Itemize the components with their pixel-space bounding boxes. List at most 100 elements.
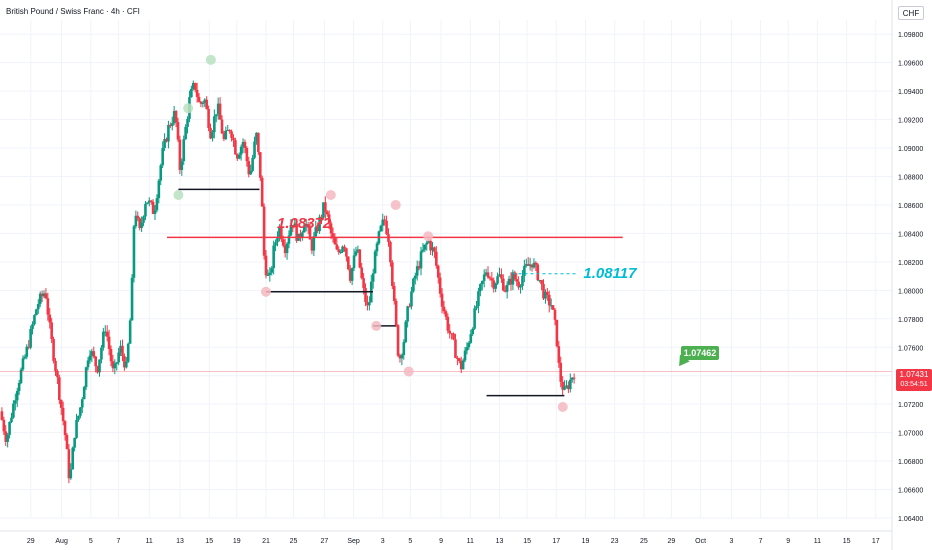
candle-body: [0, 411, 4, 420]
candle-body: [54, 360, 57, 372]
candle-body: [368, 302, 371, 306]
candle-body: [12, 403, 15, 418]
candle-body: [77, 415, 80, 420]
swing-point-marker: [390, 199, 401, 210]
candle-body: [559, 362, 563, 382]
candle-body: [341, 246, 344, 253]
y-tick-label: 1.09200: [898, 118, 923, 125]
candle-body: [8, 421, 11, 435]
candle-body: [237, 154, 241, 159]
x-tick-label: 25: [290, 538, 298, 545]
candle-body: [276, 236, 279, 243]
candle-body: [147, 200, 151, 203]
candle-body: [226, 130, 230, 132]
candle-body: [50, 322, 53, 340]
candle-body: [67, 449, 71, 479]
candle-body: [463, 350, 467, 361]
candle-body: [287, 235, 291, 244]
candle-body: [471, 328, 474, 335]
candle-body: [544, 291, 547, 299]
candle-body: [172, 110, 176, 124]
candle-body: [482, 274, 486, 281]
candle-body: [291, 225, 295, 227]
candle-body: [337, 249, 341, 253]
candle-body: [197, 96, 201, 102]
candle-body: [40, 293, 44, 297]
candle-body: [381, 219, 385, 226]
candle-body: [211, 132, 214, 139]
candle-body: [190, 88, 193, 98]
candle-body: [128, 320, 132, 344]
candle-body: [207, 109, 210, 128]
candle-body: [348, 269, 352, 281]
candle-body: [146, 202, 149, 204]
candle-body: [218, 103, 222, 120]
candle-body: [33, 315, 36, 325]
candle-body: [119, 345, 122, 353]
candle-body: [65, 435, 69, 450]
candle-body: [360, 267, 363, 279]
candle-body: [427, 240, 430, 243]
candle-body: [502, 278, 505, 291]
candle-body: [249, 170, 253, 175]
swing-point-marker: [183, 103, 194, 114]
candle-body: [513, 272, 517, 280]
candle-body: [373, 251, 377, 274]
candle-body: [230, 131, 233, 138]
candle-body: [435, 251, 438, 266]
x-tick-label: 17: [552, 538, 560, 545]
candle-body: [425, 242, 429, 245]
candle-body: [149, 200, 153, 202]
candle-body: [524, 264, 528, 266]
candle-body: [63, 421, 67, 436]
candle-body: [423, 244, 427, 250]
candle-body: [274, 242, 277, 246]
candle-body: [186, 118, 189, 127]
candle-body: [523, 265, 526, 276]
candle-body: [295, 223, 298, 241]
candle-body: [289, 225, 293, 236]
candle-body: [530, 264, 534, 268]
candle-body: [339, 252, 342, 254]
candle-body: [572, 377, 576, 379]
candle-body: [115, 362, 119, 364]
y-tick-label: 1.09000: [898, 146, 923, 153]
candle-body: [347, 256, 350, 270]
candle-body: [280, 226, 283, 240]
candle-body: [195, 89, 199, 97]
x-tick-label: Sep: [347, 538, 360, 545]
candle-body: [304, 224, 308, 227]
candle-body: [310, 239, 314, 251]
candle-body: [86, 360, 90, 368]
candle-body: [272, 245, 275, 269]
candle-body: [113, 363, 117, 369]
candle-body: [165, 138, 168, 142]
candle-body: [563, 387, 566, 390]
candle-body: [42, 293, 46, 297]
candle-body: [536, 264, 540, 281]
candle-body: [396, 325, 400, 356]
y-tick-label: 1.09600: [898, 61, 923, 68]
x-tick-label: 9: [786, 538, 790, 545]
candle-body: [509, 278, 513, 285]
candle-body: [2, 419, 6, 432]
y-tick-label: 1.08600: [898, 203, 923, 210]
candle-body: [136, 215, 140, 219]
candle-body: [440, 293, 444, 307]
candle-body: [335, 244, 339, 250]
candle-body: [500, 274, 503, 279]
candle-body: [301, 232, 304, 238]
candle-body: [494, 283, 497, 289]
y-tick-label: 1.08000: [898, 288, 923, 295]
candle-body: [253, 141, 256, 158]
currency-button[interactable]: CHF: [898, 6, 924, 20]
candle-body: [362, 278, 365, 289]
candle-body: [98, 359, 101, 373]
candle-body: [142, 216, 145, 223]
bar-countdown: 03:54:51: [900, 381, 928, 388]
y-tick-label: 1.07600: [898, 345, 923, 352]
candle-body: [232, 137, 235, 141]
x-tick-label: 19: [233, 538, 241, 545]
candles: [0, 80, 576, 484]
